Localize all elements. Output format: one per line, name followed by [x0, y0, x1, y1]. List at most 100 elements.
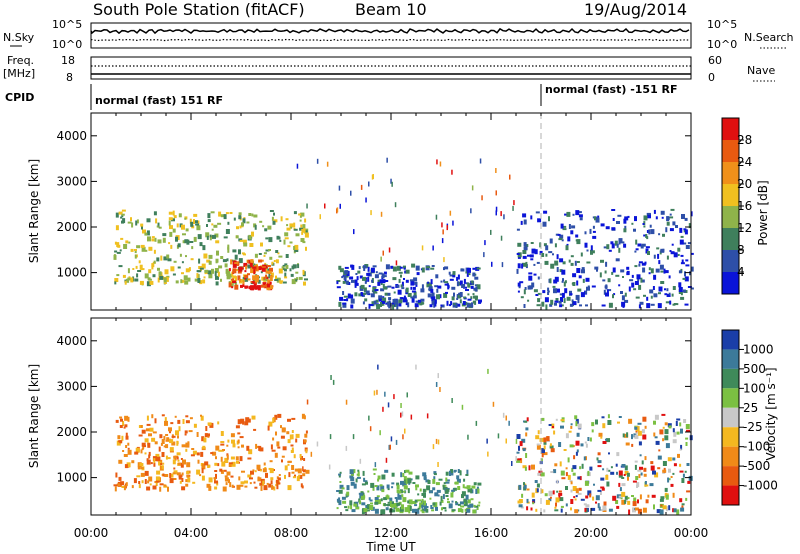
echo-pixel	[677, 254, 680, 256]
echo-pixel	[642, 267, 646, 273]
echo-pixel	[116, 242, 120, 248]
echo-pixel	[370, 210, 372, 216]
echo-pixel	[624, 292, 627, 297]
colorbar-tick-label: 24	[737, 155, 752, 169]
echo-pixel	[159, 275, 164, 280]
echo-pixel	[168, 242, 171, 245]
echo-pixel	[581, 463, 584, 469]
echo-pixel	[342, 291, 345, 295]
echo-pixel	[395, 498, 398, 503]
echo-pixel	[341, 487, 345, 490]
echo-pixel	[265, 237, 269, 240]
echo-pixel	[430, 279, 433, 285]
echo-pixel	[305, 246, 307, 251]
echo-pixel	[346, 485, 350, 491]
echo-pixel	[435, 382, 438, 387]
echo-pixel	[148, 246, 153, 251]
echo-pixel	[415, 300, 420, 303]
echo-pixel	[295, 438, 298, 443]
echo-pixel	[262, 225, 265, 228]
echo-pixel	[367, 266, 370, 272]
echo-pixel	[457, 294, 462, 299]
echo-pixel	[369, 499, 373, 502]
echo-pixel	[654, 472, 659, 478]
echo-pixel	[611, 243, 615, 249]
echo-pixel	[163, 435, 166, 440]
echo-pixel	[582, 278, 585, 283]
echo-pixel	[123, 454, 128, 457]
echo-pixel	[392, 299, 397, 303]
echo-pixel	[566, 296, 571, 301]
echo-pixel	[426, 485, 431, 491]
echo-pixel	[618, 284, 621, 287]
echo-pixel	[201, 436, 205, 442]
echo-pixel	[563, 449, 567, 451]
echo-pixel	[670, 476, 673, 478]
echo-pixel	[115, 472, 118, 478]
echo-pixel	[160, 442, 163, 446]
echo-pixel	[343, 299, 348, 301]
y-tick-label: 3000	[56, 379, 87, 393]
echo-pixel	[620, 291, 623, 294]
cpid-label: CPID	[5, 91, 34, 104]
echo-pixel	[138, 484, 141, 489]
echo-pixel	[407, 293, 412, 297]
echo-pixel	[165, 434, 169, 436]
echo-pixel	[414, 499, 418, 503]
echo-pixel	[354, 292, 358, 297]
echo-pixel	[393, 504, 397, 507]
echo-pixel	[382, 279, 386, 284]
echo-pixel	[521, 438, 526, 443]
echo-pixel	[172, 459, 176, 465]
echo-pixel	[220, 256, 224, 259]
echo-pixel	[152, 274, 156, 278]
echo-pixel	[415, 283, 418, 287]
echo-pixel	[295, 433, 300, 438]
echo-pixel	[585, 495, 589, 499]
echo-pixel	[342, 280, 346, 284]
echo-pixel	[177, 435, 179, 439]
echo-pixel	[526, 506, 529, 511]
echo-pixel	[657, 467, 661, 470]
echo-pixel	[448, 503, 453, 509]
echo-pixel	[274, 452, 278, 458]
echo-pixel	[576, 280, 579, 286]
echo-pixel	[236, 484, 241, 490]
echo-pixel	[413, 277, 418, 282]
echo-pixel	[647, 494, 650, 498]
echo-pixel	[446, 225, 448, 231]
echo-pixel	[641, 262, 646, 266]
echo-pixel	[391, 181, 393, 187]
echo-pixel	[437, 462, 439, 467]
echo-pixel	[569, 293, 573, 296]
echo-pixel	[635, 248, 639, 251]
echo-pixel	[189, 241, 194, 243]
y-tick-label: 4000	[56, 129, 87, 143]
echo-pixel	[214, 268, 219, 273]
echo-pixel	[264, 228, 268, 232]
echo-pixel	[642, 507, 647, 513]
echo-pixel	[595, 217, 600, 223]
echo-pixel	[417, 302, 422, 305]
echo-pixel	[374, 274, 379, 279]
echo-pixel	[661, 413, 666, 416]
echo-pixel	[399, 266, 403, 269]
echo-pixel	[370, 267, 375, 273]
echo-pixel	[300, 212, 305, 217]
echo-pixel	[200, 451, 204, 457]
echo-pixel	[123, 244, 128, 249]
echo-pixel	[635, 432, 638, 435]
echo-pixel	[602, 441, 607, 444]
echo-pixel	[138, 481, 141, 484]
echo-pixel	[289, 223, 294, 228]
echo-pixel	[182, 240, 186, 244]
echo-pixel	[121, 220, 124, 224]
echo-pixel	[149, 280, 154, 285]
echo-pixel	[672, 439, 677, 444]
echo-pixel	[298, 474, 303, 479]
echo-pixel	[209, 234, 212, 238]
echo-pixel	[339, 481, 342, 483]
echo-pixel	[560, 505, 564, 508]
echo-pixel	[687, 480, 691, 484]
echo-pixel	[172, 273, 176, 276]
